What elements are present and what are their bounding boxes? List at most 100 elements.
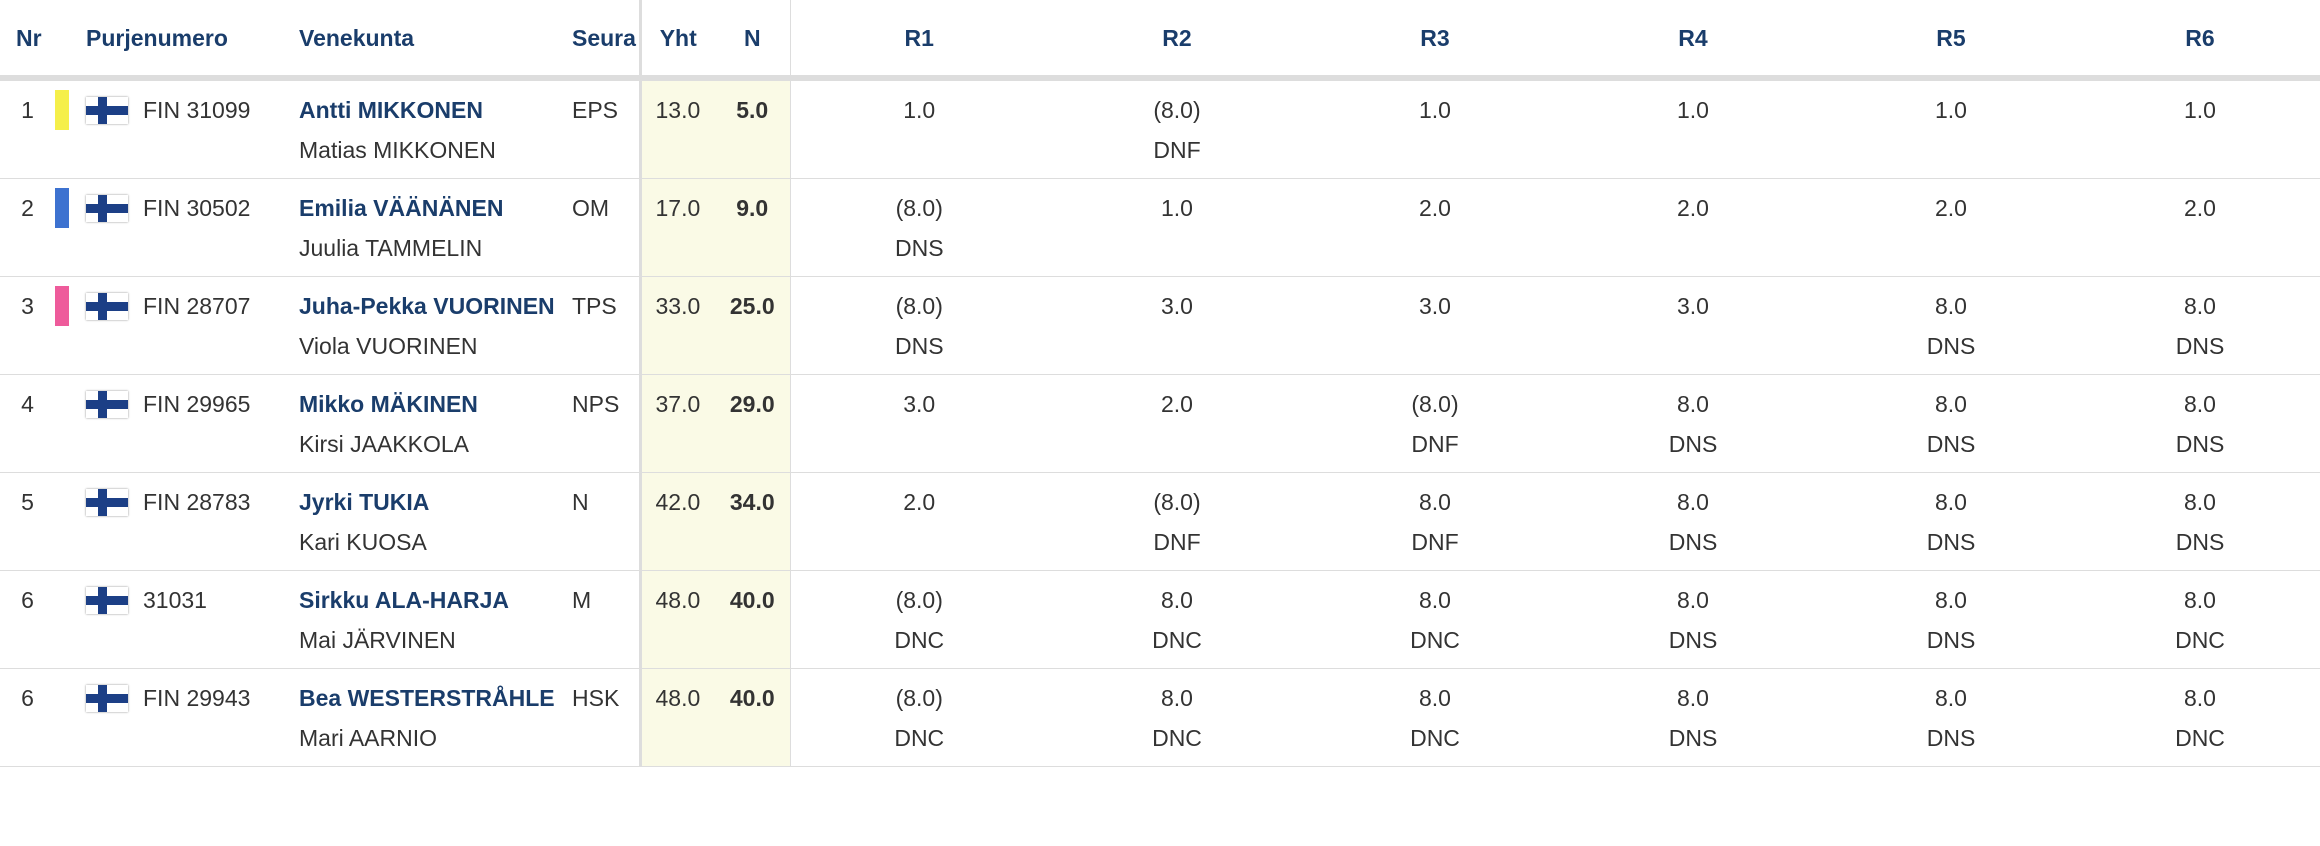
header-sail-number[interactable]: Purjenumero [86,0,299,81]
race-5-result: 8.0 DNS [1822,374,2080,473]
race-5-result: 8.0 DNS [1822,570,2080,669]
rank: 4 [0,374,55,473]
race-penalty-code: DNF [1411,529,1459,555]
club: HSK [572,668,640,767]
race-penalty-code: DNS [2175,529,2225,555]
header-club[interactable]: Seura [572,0,640,81]
table-row: 6 31031 Sirkku ALA-HARJA Mai JÄRVINEN M 48… [0,570,2320,669]
race-1-result: (8.0) DNC [790,668,1048,767]
skipper-link[interactable]: Sirkku ALA-HARJA [299,587,510,613]
skipper-link[interactable]: Juha-Pekka VUORINEN [299,293,555,319]
race-score: 8.0 [1935,587,1967,613]
race-penalty-code: DNS [894,235,944,261]
race-2-result: 8.0 DNC [1048,570,1306,669]
skipper-link[interactable]: Antti MIKKONEN [299,97,483,123]
header-race-1[interactable]: R1 [790,0,1048,81]
race-penalty-code: DNC [1410,725,1460,751]
total-points: 13.0 [638,78,715,179]
finland-flag-icon [86,685,128,712]
finland-flag-icon [86,97,128,124]
race-score: 2.0 [2184,195,2216,221]
race-penalty-code: DNS [1926,529,1976,555]
crew-member: Kirsi JAAKKOLA [299,431,469,457]
skipper-link[interactable]: Emilia VÄÄNÄNEN [299,195,504,221]
race-penalty-code: DNC [1152,627,1202,653]
race-4-result: 8.0 DNS [1564,472,1822,571]
race-score: 3.0 [1419,293,1451,319]
total-points: 17.0 [638,178,715,277]
race-score: 8.0 [1419,685,1451,711]
race-3-result: 8.0 DNC [1306,668,1564,767]
skipper-link[interactable]: Bea WESTERSTRÅHLE [299,685,555,711]
race-penalty-code: DNS [2175,431,2225,457]
results-body: 1 FIN 31099 Antti MIKKONEN Matias MIKKONE… [0,78,2320,767]
club: TPS [572,276,640,375]
race-score: (8.0) [895,293,943,319]
race-6-result: 8.0 DNS [2080,472,2320,571]
sail-number: FIN 30502 [143,178,299,277]
header-row: Nr Purjenumero Venekunta Seura Yht N R1 … [0,0,2320,81]
race-score: 1.0 [1161,195,1193,221]
race-1-result: (8.0) DNS [790,276,1048,375]
rank-color-marker [55,188,69,228]
net-points: 34.0 [715,472,791,571]
header-total[interactable]: Yht [638,0,715,81]
race-5-result: 8.0 DNS [1822,668,2080,767]
header-race-2[interactable]: R2 [1048,0,1306,81]
race-penalty-code: DNS [1668,431,1718,457]
race-score: 8.0 [1677,489,1709,515]
race-penalty-code: DNC [894,725,945,751]
rank: 1 [0,78,55,179]
header-nr[interactable]: Nr [0,0,55,81]
race-score: 8.0 [2184,293,2216,319]
race-score: 8.0 [1161,587,1193,613]
header-race-5[interactable]: R5 [1822,0,2080,81]
net-points: 40.0 [715,570,791,669]
race-5-result: 8.0 DNS [1822,472,2080,571]
total-points: 42.0 [638,472,715,571]
race-penalty-code: DNS [1926,333,1976,359]
race-penalty-code: DNS [1926,725,1976,751]
total-points: 48.0 [638,668,715,767]
race-score: 2.0 [903,489,936,515]
header-race-4[interactable]: R4 [1564,0,1822,81]
finland-flag-icon [86,391,128,418]
finland-flag-icon [86,293,128,320]
finland-flag-icon [86,195,128,222]
race-4-result: 8.0 DNS [1564,570,1822,669]
race-5-result: 2.0 [1822,178,2080,277]
net-points: 29.0 [715,374,791,473]
sail-number: FIN 28783 [143,472,299,571]
race-score: 1.0 [1677,97,1709,123]
race-penalty-code: DNC [1410,627,1460,653]
race-score: 2.0 [1419,195,1451,221]
race-score: 8.0 [2184,587,2216,613]
race-6-result: 8.0 DNC [2080,570,2320,669]
sail-number: FIN 28707 [143,276,299,375]
race-score: (8.0) [895,685,943,711]
rank: 6 [0,570,55,669]
race-penalty-code: DNS [894,333,944,359]
skipper-link[interactable]: Jyrki TUKIA [299,489,430,515]
finland-flag-icon [86,489,128,516]
race-score: 3.0 [1677,293,1709,319]
total-points: 33.0 [638,276,715,375]
rank: 2 [0,178,55,277]
skipper-link[interactable]: Mikko MÄKINEN [299,391,478,417]
header-crew[interactable]: Venekunta [299,0,572,81]
race-score: 8.0 [2184,391,2216,417]
race-score: 8.0 [1935,293,1967,319]
race-score: 1.0 [1419,97,1451,123]
race-score: 1.0 [2184,97,2216,123]
finland-flag-icon [86,587,128,614]
race-2-result: 3.0 [1048,276,1306,375]
race-score: 8.0 [1419,587,1451,613]
header-race-3[interactable]: R3 [1306,0,1564,81]
race-5-result: 1.0 [1822,78,2080,179]
header-net[interactable]: N [715,0,791,81]
club: OM [572,178,640,277]
table-row: 1 FIN 31099 Antti MIKKONEN Matias MIKKONE… [0,78,2320,179]
race-score: 8.0 [1935,391,1967,417]
header-race-6[interactable]: R6 [2080,0,2320,81]
race-1-result: (8.0) DNS [790,178,1048,277]
